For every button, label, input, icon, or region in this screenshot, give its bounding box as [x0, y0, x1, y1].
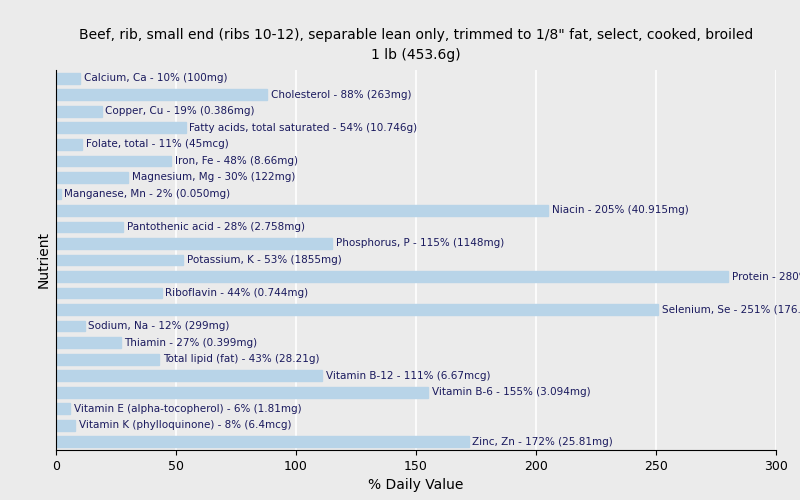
Text: Zinc, Zn - 172% (25.81mg): Zinc, Zn - 172% (25.81mg)	[472, 436, 613, 446]
Bar	[56, 288, 162, 298]
Bar	[56, 188, 61, 200]
Text: Protein - 280% (140.03g): Protein - 280% (140.03g)	[732, 272, 800, 281]
Bar	[56, 304, 658, 315]
Bar	[56, 238, 332, 249]
Bar	[56, 73, 80, 84]
Text: Copper, Cu - 19% (0.386mg): Copper, Cu - 19% (0.386mg)	[106, 106, 254, 117]
Bar	[56, 139, 82, 149]
Bar	[56, 387, 428, 398]
Text: Vitamin B-12 - 111% (6.67mcg): Vitamin B-12 - 111% (6.67mcg)	[326, 370, 490, 380]
Bar	[56, 337, 121, 348]
Text: Riboflavin - 44% (0.744mg): Riboflavin - 44% (0.744mg)	[166, 288, 308, 298]
Text: Potassium, K - 53% (1855mg): Potassium, K - 53% (1855mg)	[187, 255, 342, 265]
Text: Vitamin E (alpha-tocopherol) - 6% (1.81mg): Vitamin E (alpha-tocopherol) - 6% (1.81m…	[74, 404, 302, 413]
Bar	[56, 320, 85, 332]
Bar	[56, 436, 469, 447]
Text: Vitamin K (phylloquinone) - 8% (6.4mcg): Vitamin K (phylloquinone) - 8% (6.4mcg)	[79, 420, 291, 430]
Text: Magnesium, Mg - 30% (122mg): Magnesium, Mg - 30% (122mg)	[132, 172, 295, 182]
Text: Fatty acids, total saturated - 54% (10.746g): Fatty acids, total saturated - 54% (10.7…	[190, 123, 418, 133]
Title: Beef, rib, small end (ribs 10-12), separable lean only, trimmed to 1/8" fat, sel: Beef, rib, small end (ribs 10-12), separ…	[79, 28, 753, 62]
Y-axis label: Nutrient: Nutrient	[37, 232, 50, 288]
Bar	[56, 222, 123, 232]
Text: Niacin - 205% (40.915mg): Niacin - 205% (40.915mg)	[552, 206, 688, 216]
Text: Sodium, Na - 12% (299mg): Sodium, Na - 12% (299mg)	[89, 321, 230, 331]
Text: Thiamin - 27% (0.399mg): Thiamin - 27% (0.399mg)	[125, 338, 258, 347]
Bar	[56, 404, 70, 414]
Text: Cholesterol - 88% (263mg): Cholesterol - 88% (263mg)	[271, 90, 411, 100]
Bar	[56, 354, 159, 364]
Text: Vitamin B-6 - 155% (3.094mg): Vitamin B-6 - 155% (3.094mg)	[432, 387, 590, 397]
Bar	[56, 254, 183, 266]
Bar	[56, 271, 728, 282]
Text: Folate, total - 11% (45mcg): Folate, total - 11% (45mcg)	[86, 140, 229, 149]
Text: Manganese, Mn - 2% (0.050mg): Manganese, Mn - 2% (0.050mg)	[64, 189, 230, 199]
X-axis label: % Daily Value: % Daily Value	[368, 478, 464, 492]
Bar	[56, 90, 267, 100]
Text: Iron, Fe - 48% (8.66mg): Iron, Fe - 48% (8.66mg)	[175, 156, 298, 166]
Bar	[56, 420, 75, 430]
Text: Pantothenic acid - 28% (2.758mg): Pantothenic acid - 28% (2.758mg)	[127, 222, 305, 232]
Bar	[56, 106, 102, 117]
Text: Phosphorus, P - 115% (1148mg): Phosphorus, P - 115% (1148mg)	[336, 238, 504, 248]
Text: Calcium, Ca - 10% (100mg): Calcium, Ca - 10% (100mg)	[84, 74, 227, 84]
Bar	[56, 370, 322, 381]
Bar	[56, 205, 548, 216]
Text: Total lipid (fat) - 43% (28.21g): Total lipid (fat) - 43% (28.21g)	[163, 354, 319, 364]
Text: Selenium, Se - 251% (176.0mcg): Selenium, Se - 251% (176.0mcg)	[662, 304, 800, 314]
Bar	[56, 122, 186, 133]
Bar	[56, 156, 171, 166]
Bar	[56, 172, 128, 183]
